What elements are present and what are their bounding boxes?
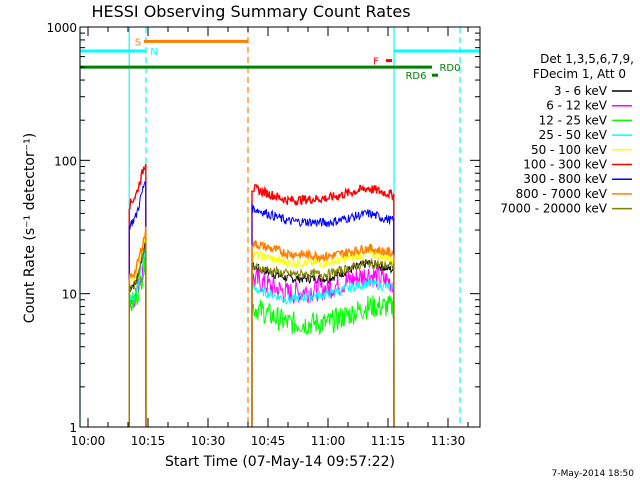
legend: Det 1,3,5,6,7,9, FDecim 1, Att 0 [533, 52, 634, 81]
legend-header-line-2: FDecim 1, Att 0 [533, 67, 626, 81]
legend-entry-label: 3 - 6 keV [554, 84, 608, 98]
series-line-8 [128, 243, 395, 428]
flag-label-s: S [135, 37, 141, 48]
chart-title: HESSI Observing Summary Count Rates [91, 2, 410, 21]
legend-entry-label: 7000 - 20000 keV [500, 202, 607, 216]
flag-label-n: N [150, 47, 157, 58]
x-tick-label: 10:00 [71, 434, 106, 448]
x-tick-label: 11:15 [371, 434, 406, 448]
x-tick-label: 11:30 [431, 434, 466, 448]
series-line-2 [128, 254, 395, 428]
y-tick-label: 1000 [46, 21, 77, 35]
y-tick-label: 10 [62, 288, 77, 302]
series-line-1 [128, 254, 395, 428]
legend-entry-label: 800 - 7000 keV [516, 187, 608, 201]
x-tick-label: 10:45 [251, 434, 286, 448]
series-line-0 [128, 237, 395, 428]
x-tick-label: 10:30 [191, 434, 226, 448]
y-axis-label: Count Rate (s⁻¹ detector⁻¹) [22, 133, 38, 323]
series-line-7 [128, 226, 395, 428]
series-line-6 [128, 180, 395, 428]
legend-header-line-1: Det 1,3,5,6,7,9, [540, 52, 634, 66]
legend-entry-label: 25 - 50 keV [539, 128, 608, 142]
vertical-markers [79, 27, 461, 427]
y-tick-label: 100 [54, 154, 77, 168]
timestamp-footer: 7-May-2014 18:50 [552, 469, 635, 479]
y-tick-label: 1 [69, 421, 77, 435]
x-axis-label: Start Time (07-May-14 09:57:22) [165, 454, 395, 470]
legend-entry-label: 300 - 800 keV [523, 172, 607, 186]
flag-label-rd6: RD6 [405, 71, 426, 82]
x-tick-label: 11:00 [311, 434, 346, 448]
x-tick-label: 10:15 [131, 434, 166, 448]
flag-label-rd0: RD0 [439, 63, 460, 74]
legend-entry-label: 50 - 100 keV [531, 143, 608, 157]
series-lines [128, 163, 395, 428]
series-line-5 [128, 163, 395, 428]
flag-bars: SN F RD0 RD6 [80, 37, 480, 82]
axes: 1 10 100 1000 10:00 10:15 10:30 10:45 11:00 11:15… [46, 21, 480, 448]
plot-frame [79, 26, 481, 428]
legend-entry-label: 100 - 300 keV [523, 158, 607, 172]
legend-entry-label: 12 - 25 keV [539, 113, 608, 127]
legend-entry-label: 6 - 12 keV [546, 99, 608, 113]
flag-label-f: F [373, 57, 379, 68]
series-line-3 [128, 248, 395, 428]
